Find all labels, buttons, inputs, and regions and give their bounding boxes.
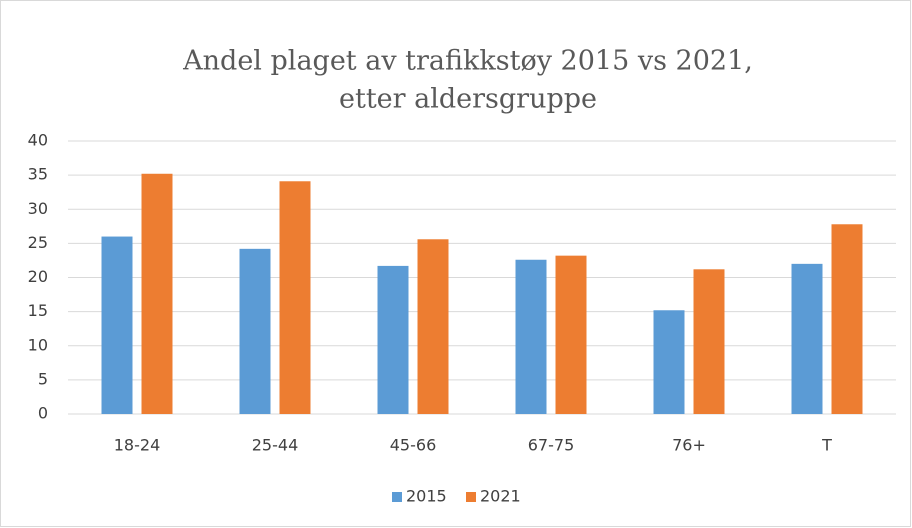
bar	[141, 173, 173, 414]
y-tick-label: 35	[28, 165, 48, 184]
y-tick-label: 40	[28, 131, 48, 150]
bar	[515, 259, 547, 414]
bar	[791, 263, 823, 414]
bar	[239, 248, 271, 414]
x-tick-label: 45-66	[390, 436, 437, 455]
bar	[279, 181, 311, 414]
legend-label: 2015	[406, 487, 447, 506]
x-tick-label: 25-44	[252, 436, 299, 455]
y-tick-label: 30	[28, 199, 48, 218]
y-tick-label: 10	[28, 335, 48, 354]
legend-label: 2021	[480, 487, 521, 506]
x-tick-label: 18-24	[114, 436, 161, 455]
y-tick-label: 20	[28, 267, 48, 286]
x-tick-label: 67-75	[528, 436, 575, 455]
y-tick-label: 0	[38, 404, 48, 423]
x-tick-label: T	[821, 436, 832, 455]
bar	[101, 236, 133, 414]
y-tick-label: 15	[28, 301, 48, 320]
chart-title: Andel plaget av trafikkstøy 2015 vs 2021…	[182, 46, 753, 77]
legend-swatch	[392, 492, 402, 502]
y-tick-label: 5	[38, 369, 48, 388]
bar	[693, 269, 725, 414]
y-tick-label: 25	[28, 233, 48, 252]
bar	[831, 224, 863, 414]
bar	[377, 265, 409, 414]
bar	[417, 239, 449, 414]
legend-swatch	[466, 492, 476, 502]
x-tick-label: 76+	[672, 436, 706, 455]
chart-title: etter aldersgruppe	[339, 84, 597, 115]
bar	[653, 310, 685, 414]
bar	[555, 255, 587, 414]
